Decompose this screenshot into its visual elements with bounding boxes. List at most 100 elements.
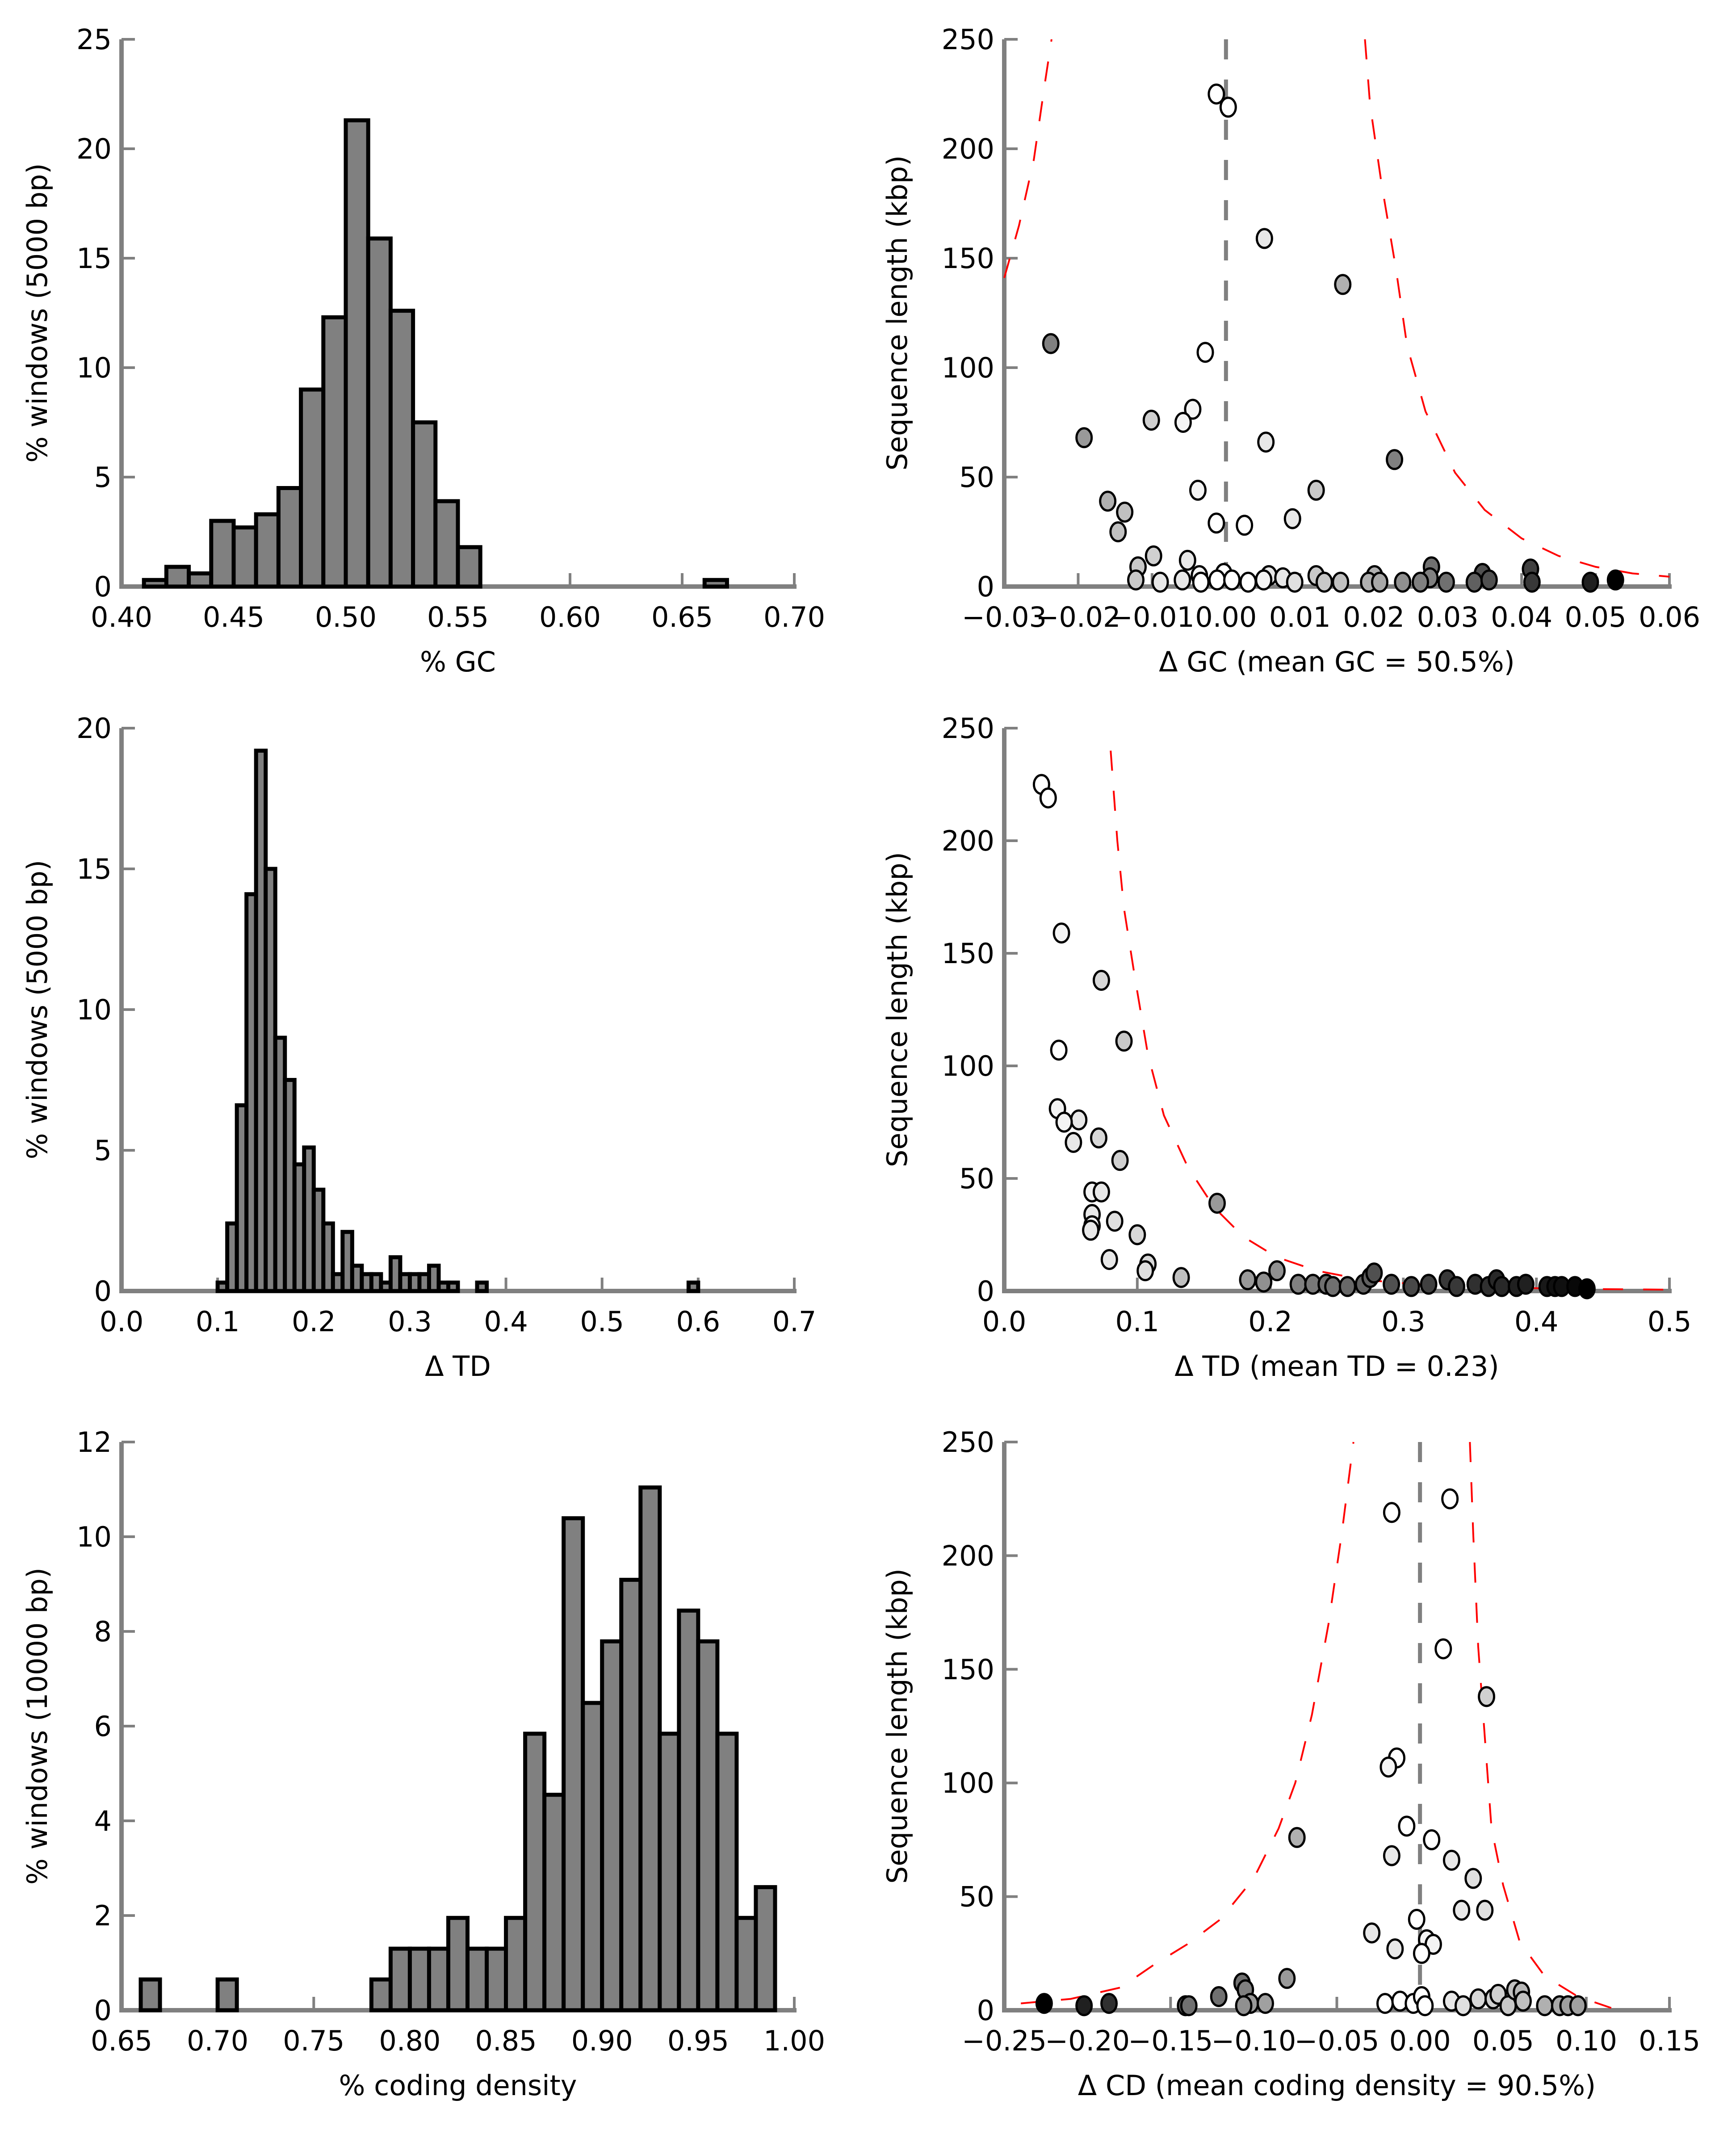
y-axis-title: % windows (5000 bp) <box>21 163 54 462</box>
scatter-point <box>1569 1995 1587 2016</box>
scatter-point <box>1307 479 1325 501</box>
y-tick-label: 12 <box>76 1426 112 1459</box>
x-axis-title: Δ CD (mean coding density = 90.5%) <box>1078 2069 1596 2102</box>
scatter-point <box>1338 1276 1356 1297</box>
x-axis-title: % coding density <box>339 2069 577 2102</box>
y-tick-label: 0 <box>94 1994 112 2027</box>
scatter-point <box>1039 787 1057 809</box>
x-tick-label: 0.85 <box>475 2025 537 2057</box>
scatter-point <box>1423 1829 1441 1850</box>
x-tick-label: 0.2 <box>292 1305 336 1338</box>
histogram-bar <box>369 1977 393 2012</box>
scatter-point <box>1517 1274 1535 1295</box>
x-tick-label: 0.90 <box>571 2025 633 2057</box>
x-tick-label: 0.0 <box>982 1305 1027 1338</box>
y-tick-label: 150 <box>942 1653 994 1686</box>
x-tick-label: 0.01 <box>1269 601 1331 633</box>
scatter-point <box>1235 1995 1253 2016</box>
histogram-bar <box>344 118 370 589</box>
histogram-bar <box>321 1221 335 1293</box>
y-tick-label: 200 <box>942 825 994 857</box>
histogram-bar <box>734 1916 758 2012</box>
scatter-point <box>1581 571 1599 593</box>
y-tick-label: 10 <box>76 352 112 384</box>
gc-histogram-panel: 0 5 10 15 20 25 0.40 0.45 0.50 0.55 0.60 0.65 0.70 % … <box>21 23 825 678</box>
x-axis-title: Δ TD (mean TD = 0.23) <box>1174 1350 1499 1383</box>
histogram-bar <box>299 387 326 589</box>
scatter-point <box>1075 1995 1093 2016</box>
scatter-point <box>1493 1276 1511 1297</box>
scatter-point <box>1075 427 1093 449</box>
scatter-point <box>1437 571 1455 593</box>
scatter-point <box>1480 569 1498 591</box>
histogram-bar <box>504 1916 528 2012</box>
scatter-point <box>1398 1815 1416 1837</box>
scatter-point <box>1324 1276 1342 1297</box>
scatter-point <box>1469 1988 1487 2010</box>
y-tick-label: 25 <box>76 23 112 56</box>
scatter-point <box>1109 521 1127 542</box>
scatter-point <box>1334 274 1352 295</box>
scatter-point <box>1184 398 1202 420</box>
x-tick-label: 0.04 <box>1491 601 1552 633</box>
scatter-point <box>1448 1276 1466 1297</box>
y-tick-label: 200 <box>942 1539 994 1572</box>
scatter-point <box>1383 1274 1401 1295</box>
x-tick-label: 0.03 <box>1417 601 1479 633</box>
histogram-bar <box>411 420 438 589</box>
scatter-point <box>1042 333 1060 354</box>
scatter-point <box>1386 1938 1404 1960</box>
scatter-point <box>1239 1269 1257 1291</box>
x-tick-label: 0.4 <box>1514 1305 1559 1338</box>
x-tick-label: −0.15 <box>1128 2025 1213 2057</box>
x-tick-label: −0.02 <box>1036 601 1120 633</box>
scatter-point <box>1478 1686 1496 1707</box>
x-tick-label: −0.10 <box>1211 2025 1296 2057</box>
histogram-bar <box>638 1485 662 2012</box>
scatter-point <box>1070 1109 1088 1131</box>
y-tick-label: 2 <box>94 1899 112 1932</box>
histogram-bar <box>465 1946 489 2012</box>
scatter-point <box>1136 1260 1154 1282</box>
x-tick-label: 0.65 <box>91 2025 152 2057</box>
confidence-curve <box>1469 1442 1612 2009</box>
scatter-point <box>1453 1899 1471 1921</box>
scatter-point <box>1082 1220 1100 1241</box>
scatter-point <box>1174 412 1192 433</box>
y-tick-label: 250 <box>942 712 994 745</box>
y-tick-label: 20 <box>76 133 112 165</box>
histogram-bar <box>388 309 415 589</box>
scatter-point <box>1239 571 1257 593</box>
x-tick-label: −0.05 <box>1295 2025 1380 2057</box>
histogram-bar <box>446 1280 460 1293</box>
scatter-point <box>1256 1993 1274 2014</box>
scatter-point <box>1208 569 1226 591</box>
histogram-bar <box>702 578 729 589</box>
y-tick-label: 250 <box>942 1426 994 1459</box>
scatter-point <box>1092 1181 1110 1203</box>
scatter-point <box>1128 1224 1146 1245</box>
y-tick-label: 100 <box>942 1050 994 1082</box>
y-tick-label: 200 <box>942 133 994 165</box>
scatter-point <box>1055 1111 1073 1133</box>
histogram-bar <box>715 1731 739 2012</box>
y-axis-title: % windows (10000 bp) <box>21 1568 54 1885</box>
x-tick-label: 0.40 <box>91 601 152 633</box>
scatter-point <box>1255 228 1273 249</box>
scatter-point <box>1441 1488 1459 1509</box>
y-axis-title: % windows (5000 bp) <box>21 860 54 1159</box>
histogram-bar <box>600 1639 624 2012</box>
scatter-point <box>1255 569 1273 591</box>
y-tick-label: 50 <box>959 1162 994 1195</box>
y-tick-label: 10 <box>76 1521 112 1553</box>
histogram-bar <box>366 236 393 589</box>
histogram-bar <box>388 1946 412 2012</box>
scatter-point <box>1065 1132 1082 1153</box>
scatter-point <box>1092 969 1110 991</box>
x-tick-label: 0.15 <box>1639 2025 1700 2057</box>
histogram-bar <box>231 525 258 589</box>
scatter-point <box>1223 569 1241 591</box>
y-tick-label: 50 <box>959 461 994 494</box>
y-tick-label: 5 <box>94 461 112 494</box>
